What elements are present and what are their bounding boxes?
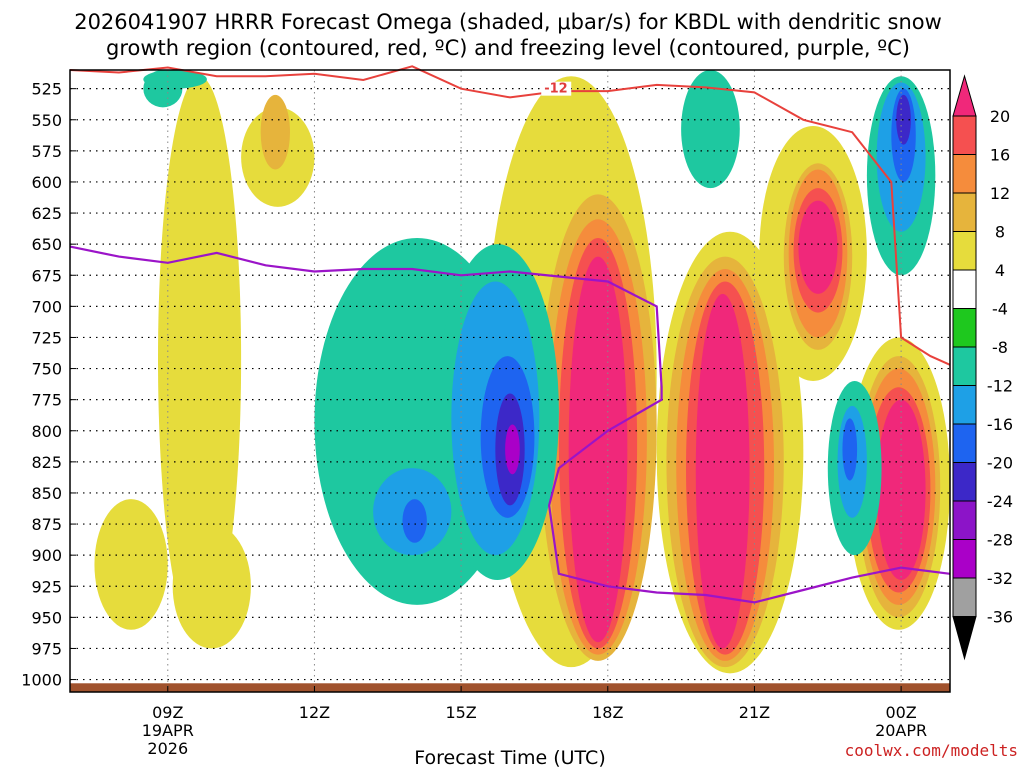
y-tick-label-600: 600 <box>31 173 62 192</box>
omega-region-35 <box>842 418 858 481</box>
colorbar-label-12: 12 <box>990 184 1010 203</box>
y-tick-label-525: 525 <box>31 80 62 99</box>
x-tick-label-15Z: 15Z <box>445 703 476 722</box>
colorbar-label--12: -12 <box>987 377 1013 396</box>
colorbar-top-arrow <box>952 74 977 117</box>
x-axis-title: Forecast Time (UTC) <box>414 747 605 768</box>
colorbar-label-16: 16 <box>990 146 1010 165</box>
y-tick-label-775: 775 <box>31 391 62 410</box>
colorbar: 20 16 12 8 4 -4 -8 -12 -16 -20 -24 -28 -32 -36 <box>952 74 1013 661</box>
y-tick-label-875: 875 <box>31 515 62 534</box>
omega-region-42 <box>143 70 207 89</box>
colorbar-segment-9 <box>952 423 977 463</box>
x-tick-label-18Z: 18Z <box>592 703 623 722</box>
source-credit: coolwx.com/modelts <box>845 741 1018 760</box>
colorbar-segment-13 <box>952 577 977 617</box>
colorbar-segment-8 <box>952 385 977 425</box>
omega-region-0 <box>158 76 242 643</box>
colorbar-segment-6 <box>952 308 977 348</box>
dgz-contour-label: -12 <box>544 82 568 97</box>
x-tick-label-21Z: 21Z <box>739 703 770 722</box>
colorbar-label--16: -16 <box>987 415 1013 434</box>
y-tick-label-1000: 1000 <box>21 671 62 690</box>
colorbar-label--4: -4 <box>992 300 1008 319</box>
colorbar-label--36: -36 <box>987 608 1013 627</box>
y-tick-label-950: 950 <box>31 608 62 627</box>
colorbar-label--28: -28 <box>987 531 1013 550</box>
colorbar-segment-3 <box>952 192 977 232</box>
x-tick-year-09Z: 2026 <box>147 739 188 758</box>
omega-region-39 <box>896 94 911 145</box>
x-tick-label-00Z: 00Z <box>885 703 916 722</box>
y-tick-label-750: 750 <box>31 360 62 379</box>
omega-region-32 <box>402 499 427 543</box>
freezing-level-contour-line <box>69 245 951 604</box>
omega-region-19 <box>798 200 838 294</box>
y-tick-label-850: 850 <box>31 484 62 503</box>
y-tick-label-575: 575 <box>31 142 62 161</box>
colorbar-segment-2 <box>952 154 977 194</box>
colorbar-label-8: 8 <box>995 223 1005 242</box>
omega-region-3 <box>94 499 168 630</box>
x-tick-label-09Z: 09Z <box>152 703 183 722</box>
y-tick-label-650: 650 <box>31 235 62 254</box>
chart-title-line-2: growth region (contoured, red, ºC) and f… <box>106 36 910 60</box>
colorbar-bottom-arrow <box>952 616 977 661</box>
plot-frame <box>69 69 951 693</box>
x-tick-label-12Z: 12Z <box>299 703 330 722</box>
colorbar-segment-5 <box>952 269 977 309</box>
colorbar-segment-10 <box>952 462 977 502</box>
omega-region-4 <box>172 524 251 649</box>
omega-region-14 <box>695 293 750 649</box>
colorbar-label--32: -32 <box>987 569 1013 588</box>
colorbar-label--24: -24 <box>987 492 1013 511</box>
y-tick-label-625: 625 <box>31 204 62 223</box>
terrain-ground <box>70 683 950 692</box>
colorbar-label--8: -8 <box>992 338 1008 357</box>
ground-strip <box>70 683 950 692</box>
y-tick-label-675: 675 <box>31 266 62 285</box>
colorbar-segment-4 <box>952 231 977 271</box>
omega-region-9 <box>568 256 628 643</box>
colorbar-segment-1 <box>952 115 977 155</box>
y-tick-label-825: 825 <box>31 453 62 472</box>
contours: -12 <box>69 65 951 604</box>
plot-area: -12 <box>69 65 951 692</box>
y-tick-label-925: 925 <box>31 577 62 596</box>
y-tick-label-550: 550 <box>31 111 62 130</box>
y-tick-label-725: 725 <box>31 328 62 347</box>
grid-lines <box>70 70 950 692</box>
colorbar-segment-12 <box>952 539 977 579</box>
colorbar-segment-7 <box>952 346 977 386</box>
y-tick-label-800: 800 <box>31 422 62 441</box>
omega-shading <box>94 70 951 674</box>
omega-region-24 <box>876 399 926 581</box>
colorbar-label--20: -20 <box>987 454 1013 473</box>
x-tick-date-00Z: 20APR <box>875 721 927 740</box>
colorbar-label-4: 4 <box>995 261 1005 280</box>
colorbar-label-20: 20 <box>990 107 1010 126</box>
omega-region-2 <box>260 94 291 170</box>
y-axis: 525 550 575 600 625 650 675 700 725 750 775 800 825 8… <box>21 80 76 690</box>
colorbar-segment-11 <box>952 500 977 540</box>
dgz-label-bg <box>541 81 572 96</box>
y-tick-label-900: 900 <box>31 546 62 565</box>
y-tick-label-700: 700 <box>31 297 62 316</box>
x-tick-date-09Z: 19APR <box>142 721 194 740</box>
chart-title-line-1: 2026041907 HRRR Forecast Omega (shaded, … <box>74 10 942 34</box>
omega-region-41 <box>681 70 740 189</box>
omega-region-30 <box>505 424 520 475</box>
y-tick-label-975: 975 <box>31 639 62 658</box>
